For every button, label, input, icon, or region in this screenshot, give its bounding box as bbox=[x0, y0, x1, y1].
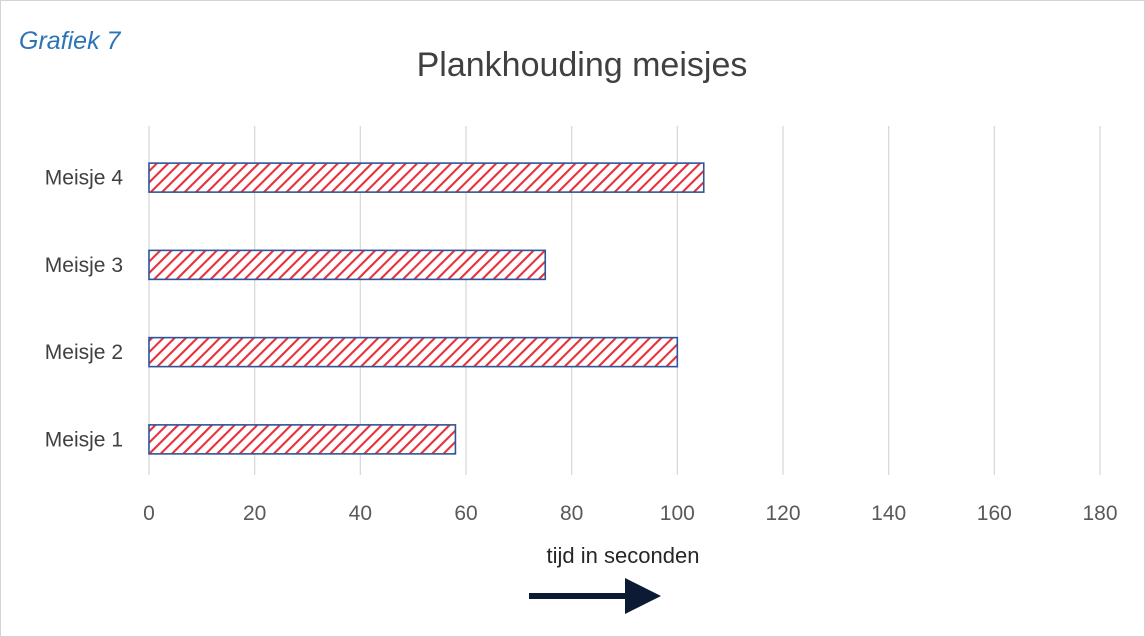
category-label: Meisje 3 bbox=[45, 254, 123, 277]
category-label: Meisje 1 bbox=[45, 428, 123, 451]
x-tick-label: 80 bbox=[560, 502, 583, 525]
category-label: Meisje 2 bbox=[45, 341, 123, 364]
x-tick-label: 140 bbox=[871, 502, 906, 525]
x-tick-label: 20 bbox=[243, 502, 266, 525]
x-tick-label: 0 bbox=[143, 502, 155, 525]
chart-title: Plankhouding meisjes bbox=[417, 46, 748, 84]
bar-meisje-3 bbox=[148, 249, 547, 281]
bar-meisje-4 bbox=[148, 162, 705, 193]
category-label: Meisje 4 bbox=[45, 167, 124, 190]
x-tick-label: 120 bbox=[765, 502, 800, 525]
x-tick-label: 180 bbox=[1082, 502, 1117, 525]
bars bbox=[148, 162, 705, 455]
x-axis-label: tijd in seconden bbox=[547, 543, 700, 568]
x-tick-label: 40 bbox=[349, 502, 372, 525]
x-tick-labels: 0 20 40 60 80 100 120 140 160 180 bbox=[143, 502, 1117, 525]
x-tick-label: 160 bbox=[977, 502, 1012, 525]
category-labels: Meisje 1 Meisje 2 Meisje 3 Meisje 4 bbox=[45, 167, 124, 452]
bar-meisje-1 bbox=[148, 424, 457, 455]
x-tick-label: 60 bbox=[454, 502, 477, 525]
bar-meisje-2 bbox=[148, 336, 679, 368]
x-tick-label: 100 bbox=[660, 502, 695, 525]
figure-caption: Grafiek 7 bbox=[19, 27, 121, 55]
